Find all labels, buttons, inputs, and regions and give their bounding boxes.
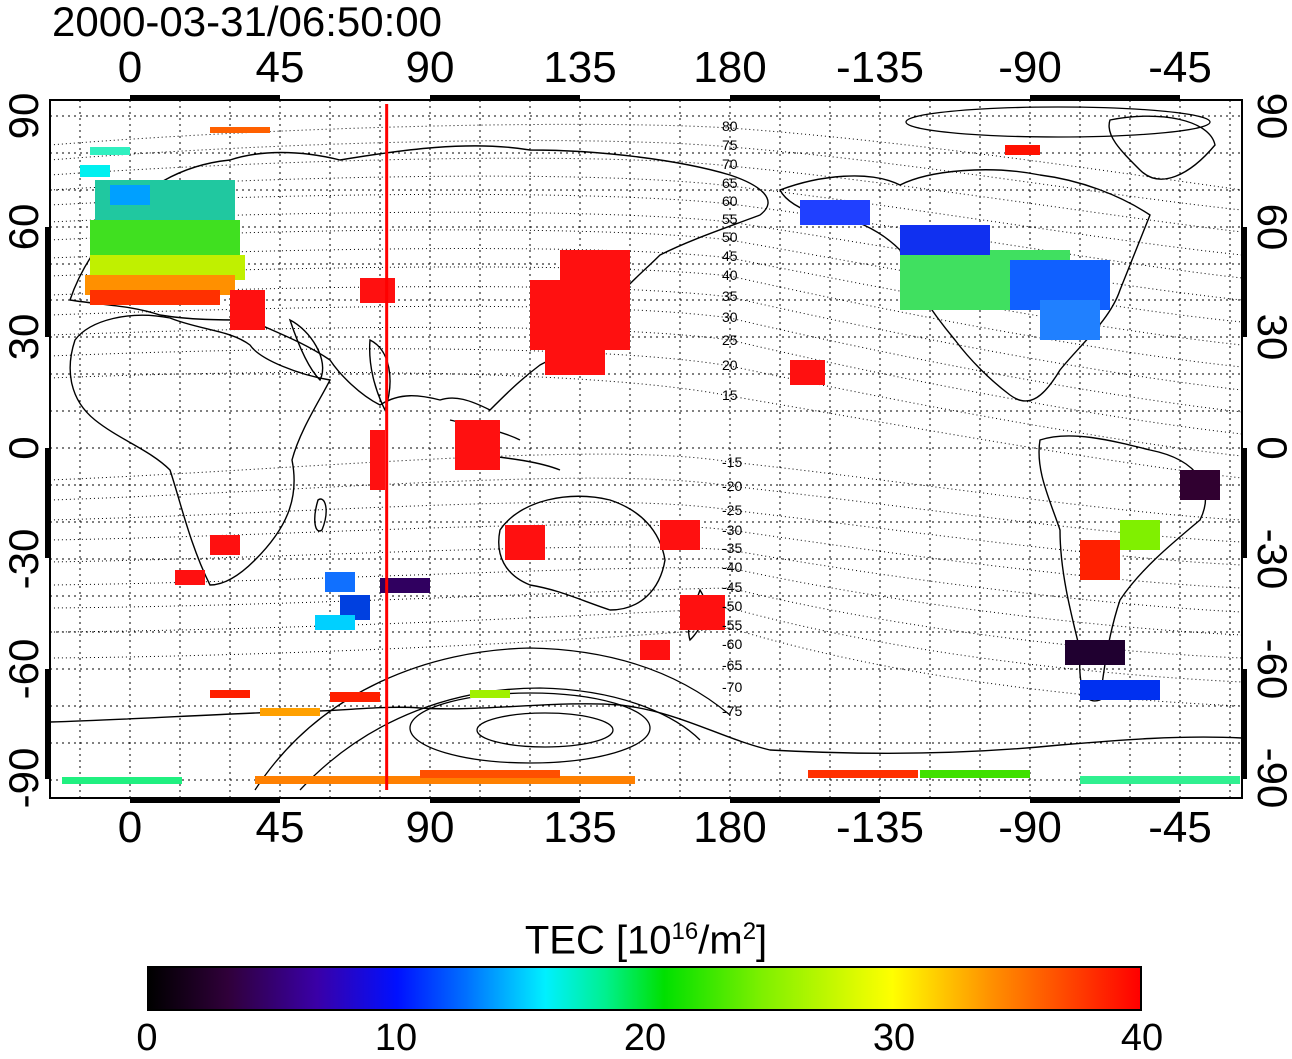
frame-bar <box>730 798 880 803</box>
contour-label: -65 <box>722 657 742 673</box>
tec-observations <box>62 127 1240 784</box>
colorbar <box>147 966 1142 1011</box>
contour-label: 30 <box>722 309 738 325</box>
contour-label: -70 <box>722 679 742 695</box>
contour-label: -20 <box>722 478 742 494</box>
bottom-lon-tick: 180 <box>693 803 767 852</box>
bottom-lon-tick: -45 <box>1148 803 1212 852</box>
bottom-lon-tick: 45 <box>255 803 305 852</box>
colorbar-tick: 0 <box>136 1017 158 1059</box>
bottom-lon-tick: -90 <box>998 803 1062 852</box>
contour-label: 75 <box>722 137 738 153</box>
map-title: 2000-03-31/06:50:00 <box>52 0 442 45</box>
contour-label: -60 <box>722 636 742 652</box>
colorbar-tick: 30 <box>872 1017 916 1059</box>
frame-bar <box>1030 95 1180 100</box>
polar-contours <box>254 106 1211 791</box>
bottom-lon-tick: -135 <box>835 803 925 852</box>
contour-label: 20 <box>722 357 738 373</box>
tec-world-map: 80 75 70 65 60 55 50 45 40 35 30 25 20 1… <box>45 95 1247 803</box>
contour-label: -75 <box>722 703 742 719</box>
frame-bar <box>1030 798 1180 803</box>
contour-label: -50 <box>722 598 742 614</box>
frame-bar <box>730 95 880 100</box>
frame-bar <box>45 227 50 337</box>
colorbar-tick: 20 <box>623 1017 667 1059</box>
contour-label: 80 <box>722 118 738 134</box>
top-lon-tick: 135 <box>543 43 617 92</box>
contour-label: -35 <box>722 540 742 556</box>
top-lon-tick: -135 <box>835 43 925 92</box>
bottom-lon-tick: 90 <box>405 803 455 852</box>
contour-label: 60 <box>722 193 738 209</box>
frame-bar <box>130 95 280 100</box>
contour-label: 50 <box>722 229 738 245</box>
bottom-lon-tick: 135 <box>543 803 617 852</box>
contour-label: -40 <box>722 559 742 575</box>
contour-label: -30 <box>722 522 742 538</box>
top-lon-tick: -45 <box>1148 43 1212 92</box>
contour-label: 55 <box>722 211 738 227</box>
top-lon-tick: 180 <box>693 43 767 92</box>
frame-bar <box>1242 227 1247 337</box>
contour-label: 35 <box>722 288 738 304</box>
contour-label: 65 <box>722 175 738 191</box>
colorbar-tick: 40 <box>1120 1017 1164 1059</box>
contour-label: -45 <box>722 579 742 595</box>
frame-bar <box>45 669 50 779</box>
bottom-lon-tick: 0 <box>117 803 143 852</box>
frame-bar <box>1242 669 1247 779</box>
frame-bar <box>430 798 580 803</box>
contour-label: 25 <box>722 332 738 348</box>
top-lon-tick: -90 <box>998 43 1062 92</box>
contour-label: 15 <box>722 387 738 403</box>
colorbar-title: TEC [1016/m2] <box>524 918 768 963</box>
contour-label: -25 <box>722 502 742 518</box>
top-lon-tick: 90 <box>405 43 455 92</box>
contour-label: 70 <box>722 156 738 172</box>
contour-label: -15 <box>722 454 742 470</box>
colorbar-tick: 10 <box>374 1017 418 1059</box>
top-lon-tick: 45 <box>255 43 305 92</box>
frame-bar <box>1242 448 1247 558</box>
contour-labels: 80 75 70 65 60 55 50 45 40 35 30 25 20 1… <box>722 118 742 719</box>
frame-bar <box>130 798 280 803</box>
top-lon-tick: 0 <box>117 43 143 92</box>
frame-bar <box>430 95 580 100</box>
contour-label: -55 <box>722 617 742 633</box>
contour-label: 40 <box>722 267 738 283</box>
frame-bar <box>45 448 50 558</box>
contour-label: 45 <box>722 248 738 264</box>
